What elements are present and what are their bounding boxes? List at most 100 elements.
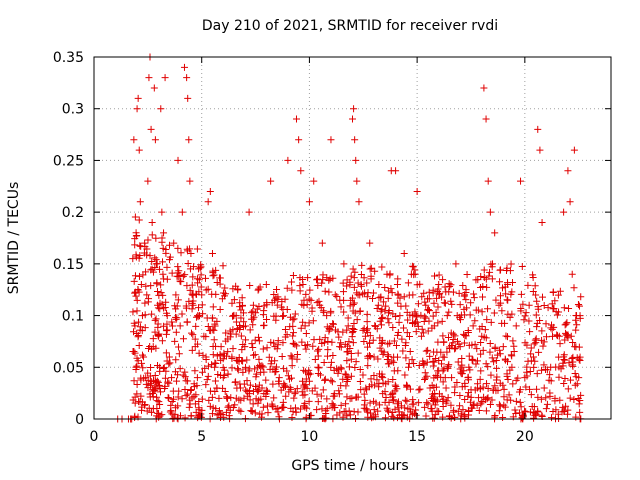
data-point: [412, 411, 420, 419]
data-point: [456, 316, 464, 324]
data-point: [481, 326, 489, 334]
data-point: [227, 330, 235, 338]
data-point: [166, 359, 174, 367]
x-tick-label: 15: [408, 429, 426, 445]
data-point: [420, 317, 428, 325]
data-point: [238, 346, 246, 354]
data-point: [349, 115, 356, 123]
data-point: [394, 404, 402, 412]
data-point: [394, 291, 402, 299]
data-point: [237, 407, 245, 415]
data-point: [135, 272, 143, 280]
data-point: [478, 397, 486, 405]
data-point: [445, 333, 453, 341]
data-point: [530, 414, 538, 422]
data-point: [308, 304, 316, 312]
data-point: [551, 394, 559, 402]
data-point: [328, 400, 336, 408]
data-point: [347, 355, 355, 363]
data-point: [447, 401, 455, 409]
data-point: [413, 187, 421, 195]
data-point: [285, 375, 293, 383]
data-point: [133, 354, 141, 362]
data-point: [567, 332, 575, 340]
data-point: [484, 394, 492, 402]
data-point: [130, 377, 138, 385]
data-point: [321, 334, 329, 342]
data-point: [385, 408, 393, 416]
data-point: [486, 340, 494, 348]
data-point: [439, 395, 447, 403]
data-point: [548, 332, 556, 340]
data-point: [337, 343, 345, 351]
data-point: [308, 387, 316, 395]
data-point: [165, 360, 173, 368]
data-point: [154, 320, 162, 328]
data-point: [327, 307, 335, 315]
data-point: [477, 273, 485, 281]
data-point: [179, 335, 187, 343]
data-point: [165, 353, 173, 361]
data-point: [348, 333, 356, 341]
data-point: [356, 291, 364, 299]
data-point: [263, 301, 271, 309]
data-point: [462, 296, 470, 304]
data-point: [156, 265, 164, 273]
data-point: [438, 317, 446, 325]
data-point: [505, 391, 513, 399]
data-point: [401, 341, 409, 349]
data-point: [270, 339, 278, 347]
data-point: [242, 363, 250, 371]
data-point: [315, 364, 323, 372]
data-point: [203, 376, 211, 384]
data-point: [209, 272, 217, 280]
data-point: [275, 374, 283, 382]
data-point: [483, 380, 491, 388]
data-point: [575, 374, 583, 382]
data-point: [219, 374, 227, 382]
data-point: [178, 310, 186, 318]
data-point: [208, 410, 216, 418]
data-point: [322, 407, 330, 415]
data-point: [174, 156, 182, 164]
data-point: [164, 394, 172, 402]
data-point: [163, 275, 171, 283]
data-point: [473, 345, 481, 353]
data-point: [224, 370, 232, 378]
data-point: [329, 351, 337, 359]
y-tick-label: 0.15: [53, 257, 84, 273]
data-point: [378, 338, 386, 346]
data-point: [216, 280, 224, 288]
data-point: [282, 383, 290, 391]
data-point: [374, 301, 382, 309]
data-point: [333, 293, 341, 301]
data-point: [496, 266, 504, 274]
data-point: [195, 349, 203, 357]
data-point: [267, 360, 275, 368]
data-point: [342, 371, 350, 379]
data-point: [401, 404, 409, 412]
data-point: [229, 326, 237, 334]
data-point: [136, 323, 144, 331]
data-point: [526, 385, 534, 393]
data-point: [487, 318, 495, 326]
data-point: [288, 278, 296, 286]
data-point: [538, 336, 546, 344]
data-point: [455, 289, 463, 297]
data-point: [135, 318, 143, 326]
data-point: [378, 340, 386, 348]
data-point: [381, 283, 389, 291]
data-point: [350, 105, 358, 113]
data-point: [342, 400, 350, 408]
data-point: [271, 357, 279, 365]
data-point: [491, 229, 499, 237]
data-point: [569, 338, 577, 346]
data-point: [139, 271, 147, 279]
data-point: [435, 281, 443, 289]
data-point: [273, 286, 281, 294]
data-point: [314, 398, 322, 406]
data-point: [199, 351, 207, 359]
data-point: [329, 320, 337, 328]
data-point: [426, 352, 434, 360]
data-point: [264, 409, 272, 417]
